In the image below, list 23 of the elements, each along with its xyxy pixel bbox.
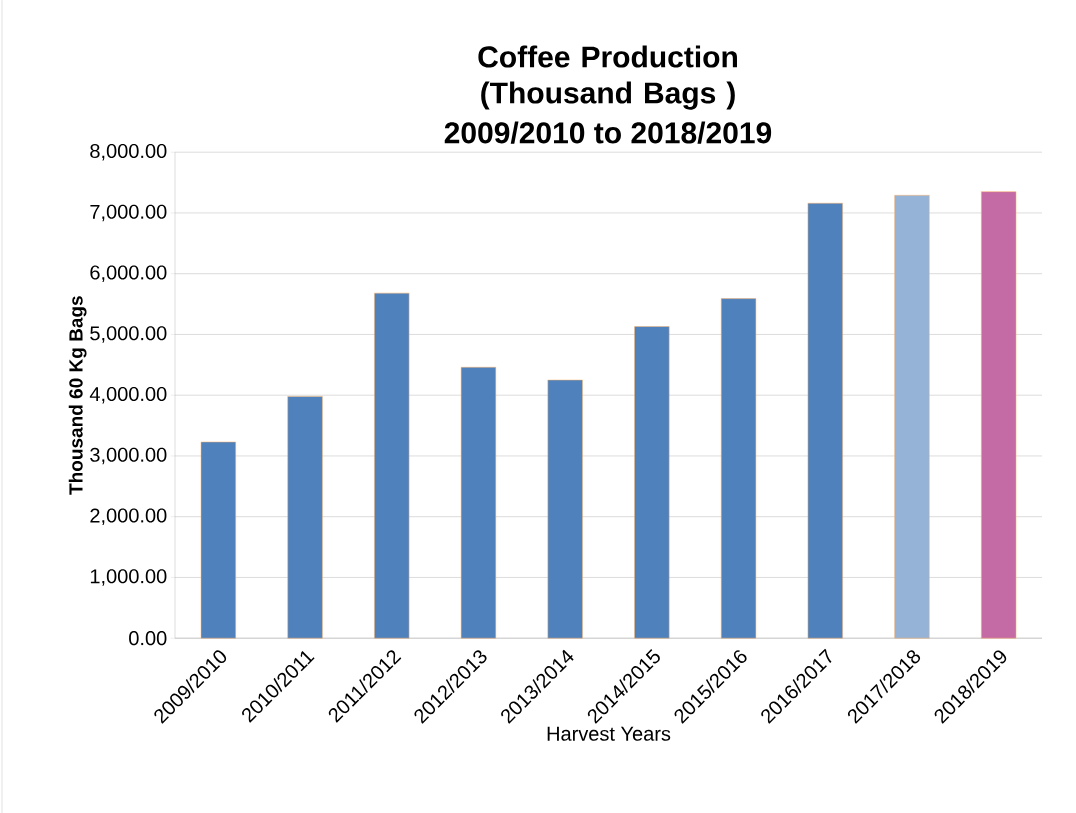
bar: [374, 292, 410, 639]
bar: [981, 191, 1017, 639]
x-axis-title: Harvest Years: [547, 726, 671, 741]
y-tick-label: 3,000.00: [90, 447, 167, 465]
bar: [807, 202, 843, 639]
chart-title: Coffee Production (Thousand Bags ): [478, 45, 737, 110]
bar: [460, 366, 497, 639]
y-tick-label: 8,000.00: [90, 143, 167, 161]
bar: [547, 379, 583, 639]
y-tick-label: 7,000.00: [90, 204, 167, 222]
chart-subtitle: 2009/2010 to 2018/2019: [444, 121, 772, 144]
y-tick-label: 0.00: [129, 630, 167, 646]
bar: [287, 395, 323, 639]
y-tick-label: 6,000.00: [90, 265, 167, 282]
y-tick-label: 5,000.00: [90, 325, 167, 343]
bar: [894, 194, 930, 639]
y-tick-label: 1,000.00: [90, 568, 167, 586]
y-tick-label: 4,000.00: [89, 386, 167, 404]
y-tick-label: 2,000.00: [90, 508, 167, 525]
bar: [200, 441, 236, 639]
y-axis-title: Thousand 60 Kg Bags: [68, 296, 87, 495]
bar: [634, 326, 670, 639]
bar: [720, 298, 757, 639]
